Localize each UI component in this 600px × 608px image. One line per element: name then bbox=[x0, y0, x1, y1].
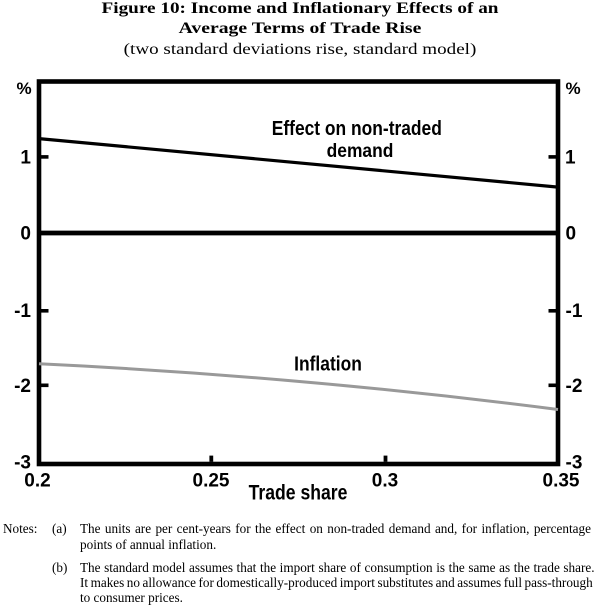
svg-text:Trade share: Trade share bbox=[249, 481, 348, 505]
svg-text:Effect on non-traded: Effect on non-traded bbox=[272, 117, 442, 139]
svg-text:-3: -3 bbox=[14, 453, 31, 474]
svg-text:-2: -2 bbox=[14, 376, 31, 397]
svg-text:%: % bbox=[17, 79, 32, 98]
svg-text:%: % bbox=[566, 79, 581, 98]
svg-text:1: 1 bbox=[565, 148, 576, 169]
svg-text:-2: -2 bbox=[566, 376, 583, 397]
svg-text:0.35: 0.35 bbox=[543, 470, 580, 491]
svg-text:demand: demand bbox=[327, 139, 394, 161]
svg-text:-3: -3 bbox=[566, 453, 583, 474]
svg-text:1: 1 bbox=[20, 148, 31, 169]
svg-text:-1: -1 bbox=[566, 301, 583, 322]
svg-text:0: 0 bbox=[20, 224, 31, 245]
svg-text:0.25: 0.25 bbox=[193, 470, 230, 491]
svg-text:Inflation: Inflation bbox=[294, 352, 362, 374]
svg-text:-1: -1 bbox=[14, 301, 31, 322]
svg-text:0.3: 0.3 bbox=[372, 470, 398, 491]
svg-text:0.2: 0.2 bbox=[24, 470, 50, 491]
svg-text:0: 0 bbox=[566, 224, 577, 245]
